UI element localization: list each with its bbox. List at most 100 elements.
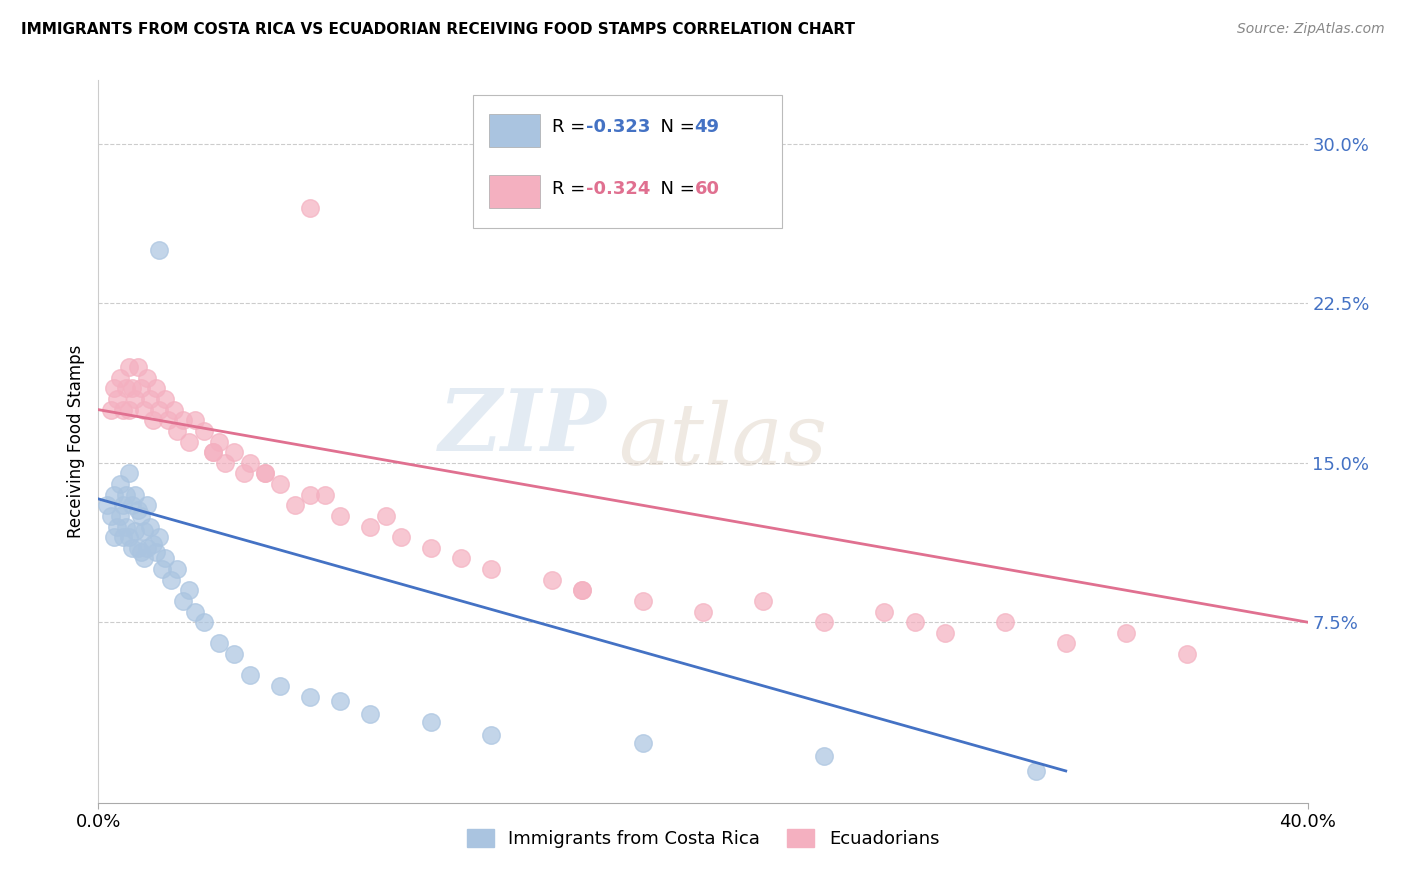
Point: [314, 488, 336, 502]
Point: [127, 502, 149, 516]
Point: [166, 562, 188, 576]
Point: [118, 360, 141, 375]
Point: [100, 508, 122, 523]
Point: [124, 524, 146, 538]
Point: [121, 498, 143, 512]
Point: [142, 413, 165, 427]
Point: [481, 562, 503, 576]
Point: [571, 583, 593, 598]
Point: [145, 545, 167, 559]
Text: R =: R =: [551, 119, 591, 136]
Point: [124, 488, 146, 502]
Point: [111, 530, 134, 544]
Point: [284, 498, 307, 512]
Point: [179, 583, 201, 598]
Point: [253, 467, 276, 481]
Point: [127, 360, 149, 375]
Text: N =: N =: [648, 179, 700, 198]
Point: [111, 402, 134, 417]
Point: [96, 498, 118, 512]
Point: [481, 728, 503, 742]
Point: [269, 477, 291, 491]
Point: [135, 541, 157, 555]
Point: [420, 541, 443, 555]
Point: [108, 371, 131, 385]
Point: [224, 445, 246, 459]
Point: [360, 706, 382, 721]
Text: atlas: atlas: [619, 401, 828, 483]
Point: [156, 413, 179, 427]
Point: [450, 551, 472, 566]
Point: [934, 625, 956, 640]
Point: [111, 498, 134, 512]
Text: R =: R =: [551, 179, 591, 198]
Point: [108, 477, 131, 491]
Point: [166, 424, 188, 438]
Point: [103, 381, 125, 395]
Point: [148, 530, 170, 544]
Text: 49: 49: [695, 119, 720, 136]
Point: [153, 551, 176, 566]
Point: [873, 605, 896, 619]
Point: [114, 381, 136, 395]
Point: [132, 551, 155, 566]
Point: [121, 541, 143, 555]
Point: [118, 467, 141, 481]
Point: [118, 402, 141, 417]
Text: N =: N =: [648, 119, 700, 136]
Point: [139, 392, 162, 406]
Point: [163, 402, 186, 417]
Point: [389, 530, 412, 544]
Point: [420, 714, 443, 729]
Point: [121, 381, 143, 395]
Point: [184, 605, 207, 619]
Point: [184, 413, 207, 427]
Point: [100, 402, 122, 417]
Text: 60: 60: [695, 179, 720, 198]
Point: [129, 545, 152, 559]
Point: [172, 594, 194, 608]
Point: [374, 508, 396, 523]
Point: [103, 530, 125, 544]
Point: [813, 749, 835, 764]
Point: [540, 573, 562, 587]
Point: [202, 445, 225, 459]
Point: [193, 615, 215, 630]
Y-axis label: Receiving Food Stamps: Receiving Food Stamps: [66, 345, 84, 538]
Point: [179, 434, 201, 449]
Point: [224, 647, 246, 661]
Point: [1115, 625, 1137, 640]
Point: [129, 508, 152, 523]
Point: [1054, 636, 1077, 650]
Point: [299, 201, 322, 215]
Point: [145, 381, 167, 395]
Point: [299, 690, 322, 704]
Point: [132, 402, 155, 417]
Point: [114, 488, 136, 502]
Point: [202, 445, 225, 459]
Point: [150, 562, 173, 576]
Legend: Immigrants from Costa Rica, Ecuadorians: Immigrants from Costa Rica, Ecuadorians: [460, 822, 946, 855]
Point: [118, 530, 141, 544]
Point: [994, 615, 1017, 630]
Point: [108, 508, 131, 523]
FancyBboxPatch shape: [474, 95, 782, 228]
Point: [571, 583, 593, 598]
Point: [214, 456, 236, 470]
Point: [139, 519, 162, 533]
Point: [172, 413, 194, 427]
Text: Source: ZipAtlas.com: Source: ZipAtlas.com: [1237, 22, 1385, 37]
Point: [239, 668, 262, 682]
Point: [253, 467, 276, 481]
Point: [153, 392, 176, 406]
Point: [329, 508, 352, 523]
Point: [114, 519, 136, 533]
Point: [103, 488, 125, 502]
Point: [299, 488, 322, 502]
Point: [239, 456, 262, 470]
Point: [813, 615, 835, 630]
Point: [124, 392, 146, 406]
Point: [105, 392, 128, 406]
Point: [692, 605, 714, 619]
Point: [269, 679, 291, 693]
